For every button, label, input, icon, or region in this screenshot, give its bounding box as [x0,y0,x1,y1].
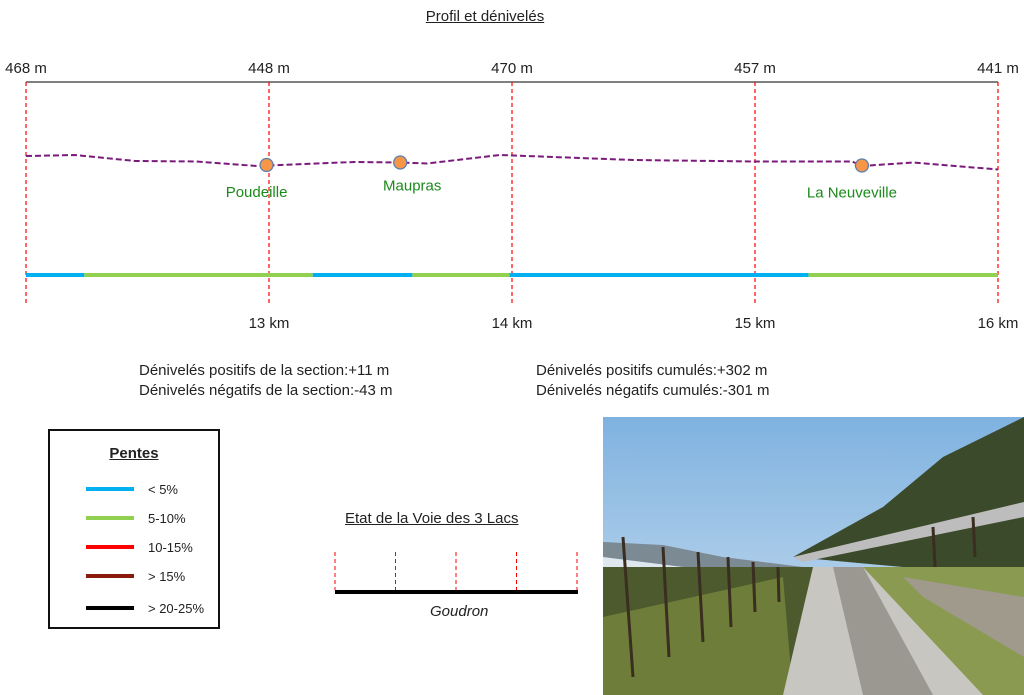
km-tick-label: 13 km [249,315,290,332]
legend-label: < 5% [148,481,178,497]
legend-swatch [86,545,134,549]
vineyard-path-image [603,417,1024,695]
place-marker [259,157,274,173]
km-tick-label: 15 km [735,315,776,332]
surface-title: Etat de la Voie des 3 Lacs [345,510,519,527]
place-marker [854,158,870,173]
profile-line [25,153,999,171]
section-negative: Dénivelés négatifs de la section:-43 m [139,382,393,399]
km-tick-label: 14 km [492,315,533,332]
elevation-label: 441 m [977,60,1019,77]
legend-swatch [86,487,134,491]
elevation-label: 448 m [248,60,290,77]
legend-label: > 20-25% [148,600,205,616]
surface-label: Goudron [430,603,489,620]
legend-item: < 5% [86,481,178,497]
legend-title: Pentes [109,445,159,462]
slope-legend: Pentes < 5% 5-10% 10-15% > 15% > 20-25% [48,429,220,629]
elevation-label: 470 m [491,60,533,77]
legend-item: > 20-25% [86,600,204,616]
legend-label: > 15% [148,568,186,584]
cumulative-positive: Dénivelés positifs cumulés:+302 m [536,362,768,379]
elevation-profile-chart: 468 m 448 m 470 m 457 m 441 m 13 km 14 km 15 km… [5,60,1019,332]
km-tick-label: 16 km [978,315,1019,332]
elevation-label: 468 m [5,60,47,77]
section-positive: Dénivelés positifs de la section:+11 m [139,362,390,379]
trail-photo [603,417,1024,695]
legend-swatch [86,606,134,610]
elevation-label: 457 m [734,60,776,77]
legend-item: > 15% [86,568,185,584]
cumulative-stats: Dénivelés positifs cumulés:+302 m Dénive… [536,361,769,401]
legend-label: 10-15% [148,539,193,555]
cumulative-negative: Dénivelés négatifs cumulés:-301 m [536,382,770,399]
legend-label: 5-10% [148,510,186,526]
surface-bar [334,552,578,594]
place-marker [393,155,408,170]
legend-swatch [86,516,134,520]
legend-item: 5-10% [86,510,186,526]
place-label: La Neuveville [807,185,897,202]
place-label: Maupras [383,178,441,195]
legend-item: 10-15% [86,539,193,555]
legend-swatch [86,574,134,578]
section-stats: Dénivelés positifs de la section:+11 m D… [139,361,392,401]
place-label: Poudeille [226,184,288,201]
chart-title: Profil et dénivelés [425,8,545,25]
